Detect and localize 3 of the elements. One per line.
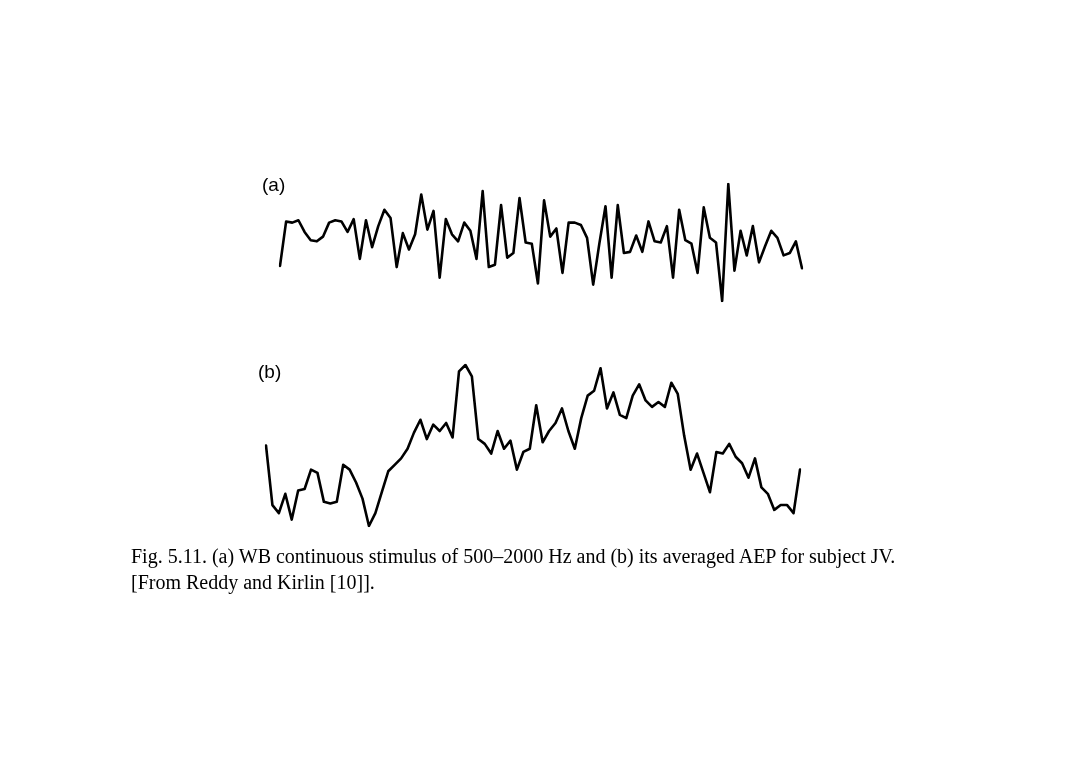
- chart-title: (b): [258, 361, 282, 383]
- chart-title: (a): [262, 174, 286, 196]
- caption: Fig. 5.11. (a) WB continuous stimulus of 500–2000 Hz and (b) its averaged AEP for subject JV. [From Reddy and Kirlin [10]].: [131, 544, 897, 595]
